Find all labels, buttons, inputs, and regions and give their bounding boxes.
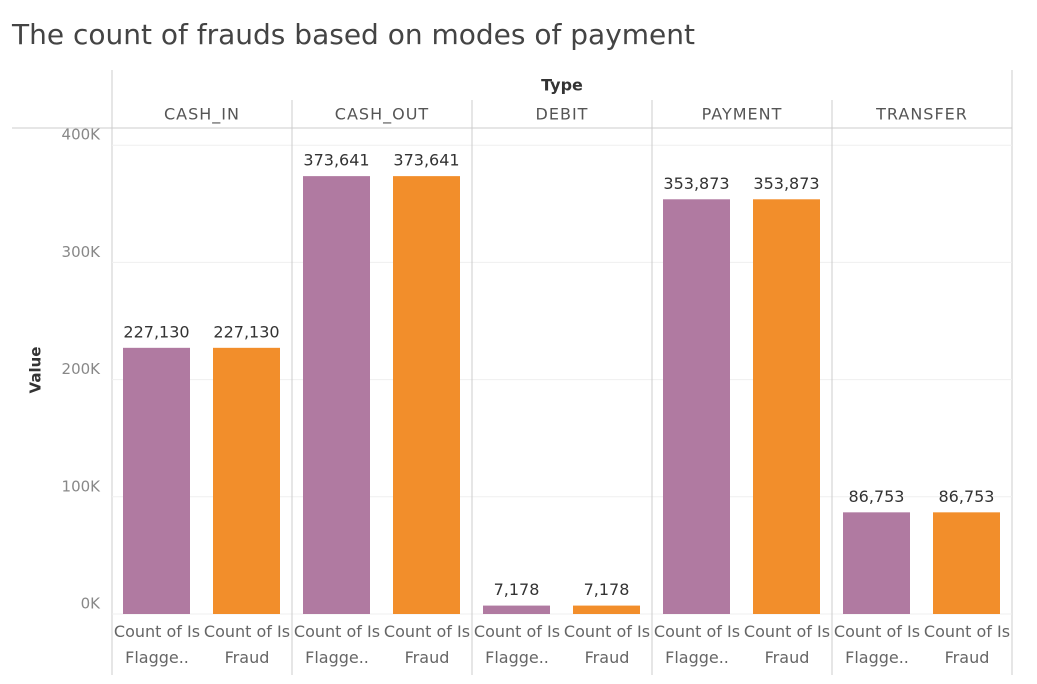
y-tick-label: 400K <box>62 126 102 144</box>
x-tick-label: Count of Is Fraud <box>563 622 651 667</box>
value-label: 86,753 <box>849 487 905 506</box>
y-tick-label: 200K <box>62 360 102 378</box>
value-label: 7,178 <box>494 580 540 599</box>
column-label: CASH_OUT <box>335 105 429 125</box>
bar <box>123 347 190 614</box>
y-axis-label: Value <box>27 347 45 394</box>
column-label: TRANSFER <box>875 105 968 124</box>
value-label: 353,873 <box>663 174 729 193</box>
value-label: 86,753 <box>939 487 995 506</box>
x-tick-label: Count of Is Fraud <box>923 622 1011 667</box>
bar <box>573 605 640 614</box>
column-header: Type <box>541 76 583 95</box>
y-tick-label: 300K <box>62 243 102 261</box>
x-tick-label: Count of Is Fraud <box>383 622 471 667</box>
value-label: 227,130 <box>213 322 279 341</box>
value-label: 7,178 <box>584 580 630 599</box>
value-label: 353,873 <box>753 174 819 193</box>
x-tick-label: Count of Is Flagge.. <box>653 622 741 667</box>
x-tick-label: Count of Is Fraud <box>203 622 291 667</box>
value-label: 227,130 <box>123 322 189 341</box>
x-tick-label: Count of Is Flagge.. <box>113 622 201 667</box>
bar <box>213 347 280 614</box>
bar <box>843 512 910 614</box>
x-tick-label: Count of Is Flagge.. <box>833 622 921 667</box>
bar <box>393 176 460 615</box>
bar <box>303 176 370 615</box>
value-label: 373,641 <box>393 151 459 170</box>
y-tick-label: 100K <box>62 477 102 495</box>
column-label: DEBIT <box>536 105 589 124</box>
column-label: CASH_IN <box>164 105 240 125</box>
column-label: PAYMENT <box>702 105 783 124</box>
bar <box>753 199 820 614</box>
bar <box>483 605 550 614</box>
x-tick-label: Count of Is Flagge.. <box>473 622 561 667</box>
x-tick-label: Count of Is Fraud <box>743 622 831 667</box>
x-tick-label: Count of Is Flagge.. <box>293 622 381 667</box>
chart-title: The count of frauds based on modes of pa… <box>11 18 695 51</box>
y-tick-label: 0K <box>81 595 102 613</box>
value-label: 373,641 <box>303 151 369 170</box>
bar <box>663 199 730 614</box>
bar <box>933 512 1000 614</box>
